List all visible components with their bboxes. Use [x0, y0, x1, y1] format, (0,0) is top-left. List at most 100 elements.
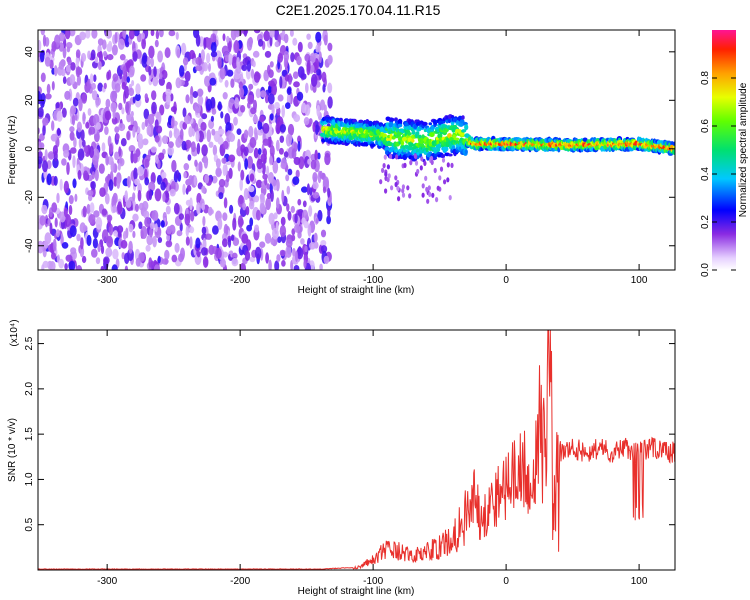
- heatmap-cell: [150, 30, 155, 37]
- heatmap-cell: [116, 176, 121, 189]
- heatmap-cell: [185, 94, 190, 104]
- heatmap-frame: [37, 29, 676, 271]
- heatmap-cell: [338, 117, 343, 122]
- heatmap-cell: [247, 155, 253, 169]
- heatmap-cell: [112, 106, 116, 120]
- heatmap-cell: [236, 128, 242, 135]
- heatmap-cell: [401, 184, 405, 190]
- heatmap-cell: [58, 60, 65, 70]
- heatmap-cell: [113, 176, 118, 187]
- heatmap-cell: [278, 147, 284, 155]
- heatmap-cell: [441, 157, 446, 163]
- heatmap-cell: [104, 110, 112, 121]
- heatmap-cell: [286, 203, 290, 212]
- heatmap-cell: [68, 260, 76, 270]
- heatmap-cell: [184, 139, 192, 149]
- heatmap-cell: [283, 151, 289, 158]
- heatmap-cell: [105, 154, 109, 166]
- heatmap-cell: [63, 180, 70, 194]
- heatmap-cell: [154, 223, 158, 233]
- heatmap-cell: [108, 223, 114, 236]
- heatmap-cell: [424, 175, 428, 181]
- heatmap-cell: [195, 56, 203, 66]
- heatmap-cell: [185, 225, 189, 237]
- heatmap-cell: [205, 233, 212, 240]
- heatmap-cell: [290, 52, 295, 63]
- heatmap-cell: [315, 31, 322, 43]
- heatmap-cell: [144, 118, 148, 127]
- heatmap-cell: [274, 260, 280, 270]
- heatmap-cell: [124, 252, 130, 265]
- heatmap-cell: [97, 38, 104, 46]
- heatmap-cell: [292, 37, 298, 46]
- heatmap-cell: [98, 163, 105, 174]
- heatmap-cell: [123, 231, 127, 241]
- heatmap-cell: [86, 203, 91, 215]
- heatmap-cell: [256, 128, 264, 136]
- heatmap-cell: [171, 159, 177, 173]
- heatmap-cell: [91, 90, 98, 101]
- heatmap-cell: [179, 65, 185, 77]
- heatmap-cell: [142, 52, 148, 64]
- heatmap-cell: [49, 261, 56, 270]
- heatmap-cell: [266, 192, 272, 200]
- heatmap-cell: [327, 187, 331, 198]
- heatmap-cell: [246, 60, 252, 72]
- heatmap-cell: [293, 81, 300, 88]
- heatmap-cell: [352, 118, 357, 123]
- heatmap-cell: [279, 249, 286, 257]
- heatmap-cell: [301, 186, 308, 193]
- heatmap-cell: [132, 230, 136, 239]
- heatmap-cell: [228, 154, 236, 163]
- heatmap-cell: [223, 157, 227, 164]
- heatmap-cell: [50, 133, 58, 142]
- heatmap-cell: [319, 99, 326, 111]
- heatmap-cell: [297, 231, 302, 239]
- heatmap-cell: [357, 141, 361, 147]
- heatmap-cell: [38, 107, 44, 118]
- heatmap-cell: [151, 90, 157, 101]
- heatmap-cell: [151, 210, 159, 222]
- snr-ytick-label: 0.5: [24, 517, 35, 531]
- heatmap-cell: [285, 174, 290, 182]
- heatmap-cell: [132, 125, 136, 138]
- heatmap-cell: [162, 192, 166, 202]
- heatmap-cell: [275, 221, 279, 232]
- heatmap-cell: [305, 82, 309, 94]
- heatmap-cell: [134, 178, 140, 186]
- heatmap-cell: [99, 187, 106, 198]
- heatmap-cell: [239, 87, 245, 98]
- heatmap-cell: [64, 30, 71, 40]
- heatmap-cell: [259, 115, 265, 123]
- heatmap-cell: [327, 42, 333, 52]
- heatmap-cell: [387, 173, 391, 179]
- heatmap-cell: [42, 160, 48, 173]
- heatmap-cell: [186, 185, 192, 192]
- heatmap-cell: [87, 50, 91, 60]
- heatmap-cell: [39, 133, 45, 141]
- heatmap-cell: [304, 245, 308, 253]
- snr-ylabel: SNR (10 * v/v): [7, 418, 18, 482]
- heatmap-cell: [196, 202, 201, 215]
- heatmap-cell: [78, 137, 83, 149]
- heatmap-cell: [287, 123, 295, 136]
- heatmap-cell: [244, 250, 251, 261]
- heatmap-cell: [149, 227, 154, 238]
- heatmap-cell: [290, 205, 295, 214]
- heatmap-cell: [168, 30, 176, 37]
- heatmap-cell: [317, 209, 323, 222]
- heatmap-cell: [63, 207, 68, 218]
- heatmap-cell: [60, 68, 66, 77]
- heatmap-cell: [144, 93, 148, 101]
- heatmap-cell: [358, 119, 364, 124]
- heatmap-cell: [51, 81, 55, 91]
- heatmap-cell: [61, 158, 67, 166]
- heatmap-cell: [202, 216, 206, 227]
- heatmap-cell: [227, 40, 232, 53]
- heatmap-cell: [140, 226, 148, 239]
- heatmap-cell: [271, 103, 275, 116]
- heatmap-cell: [155, 30, 160, 40]
- heatmap-cell: [69, 225, 77, 238]
- heatmap-cell: [52, 157, 59, 169]
- heatmap-cell: [153, 66, 157, 77]
